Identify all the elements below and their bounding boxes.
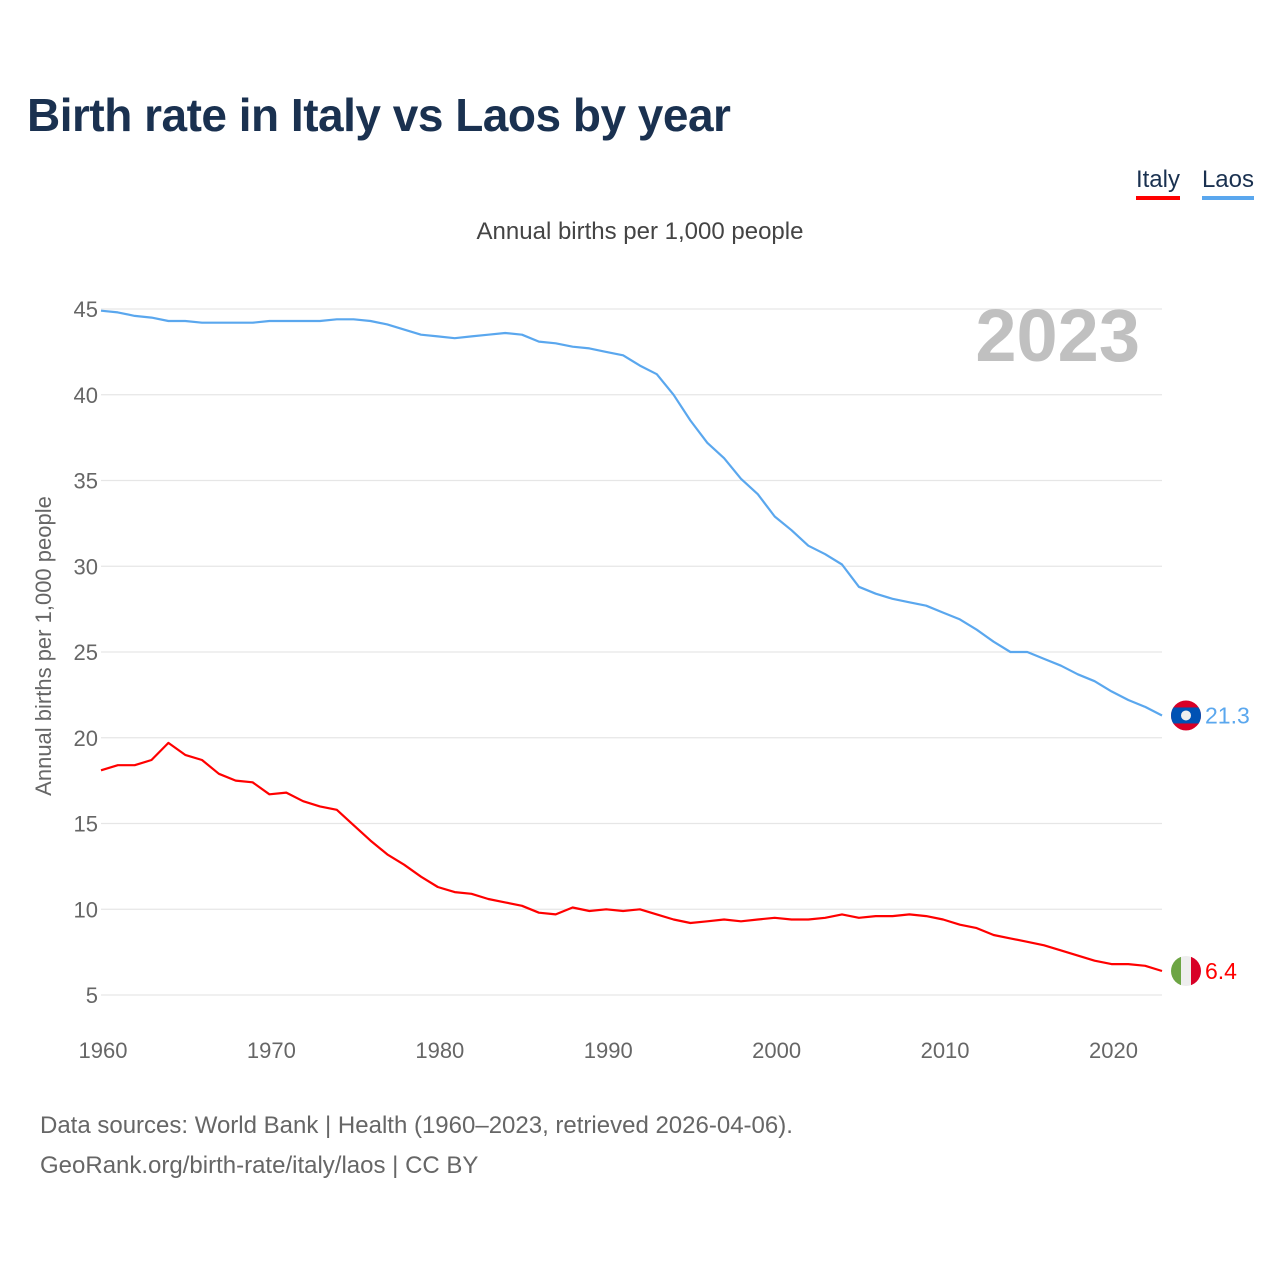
end-value-label: 6.4 [1205, 958, 1237, 984]
laos-flag-icon [1171, 700, 1201, 731]
flag-white [1181, 955, 1191, 986]
source-link[interactable]: GeoRank.org/birth-rate/italy/laos | CC B… [40, 1152, 479, 1179]
y-axis-label: Annual births per 1,000 people [31, 496, 56, 796]
y-tick-label: 45 [74, 297, 98, 322]
y-tick-label: 25 [74, 640, 98, 665]
end-value-label: 21.3 [1205, 702, 1250, 728]
y-tick-label: 5 [86, 983, 98, 1008]
y-tick-label: 10 [74, 897, 98, 922]
legend: Italy Laos [1135, 166, 1254, 200]
footer: Data sources: World Bank | Health (1960–… [40, 1106, 793, 1186]
flag-body [1171, 700, 1201, 731]
data-source: Data sources: World Bank | Health (1960–… [40, 1112, 793, 1139]
y-tick-label: 20 [74, 726, 98, 751]
flag-green [1171, 955, 1181, 986]
legend-item-laos[interactable]: Laos [1201, 166, 1254, 200]
y-tick-label: 30 [74, 554, 98, 579]
chart-title: Birth rate in Italy vs Laos by year [27, 89, 731, 141]
x-tick-label: 1970 [247, 1038, 296, 1063]
x-tick-label: 1960 [79, 1038, 128, 1063]
x-tick-label: 2020 [1089, 1038, 1138, 1063]
y-tick-label: 35 [74, 469, 98, 494]
x-tick-label: 2000 [752, 1038, 801, 1063]
italy-flag-icon [1171, 955, 1201, 986]
flag-body [1171, 955, 1201, 986]
legend-item-italy[interactable]: Italy [1135, 166, 1180, 200]
y-tick-label: 15 [74, 812, 98, 837]
chart-subtitle: Annual births per 1,000 people [476, 218, 804, 245]
x-tick-label: 2010 [921, 1038, 970, 1063]
series-line-italy [100, 741, 1163, 973]
flag-disc [1181, 710, 1191, 721]
year-watermark: 2023 [975, 294, 1140, 377]
series-line-laos [100, 309, 1163, 717]
x-tick-label: 1990 [584, 1038, 633, 1063]
flag-red [1191, 955, 1201, 986]
x-tick-label: 1980 [415, 1038, 464, 1063]
y-tick-label: 40 [74, 383, 98, 408]
